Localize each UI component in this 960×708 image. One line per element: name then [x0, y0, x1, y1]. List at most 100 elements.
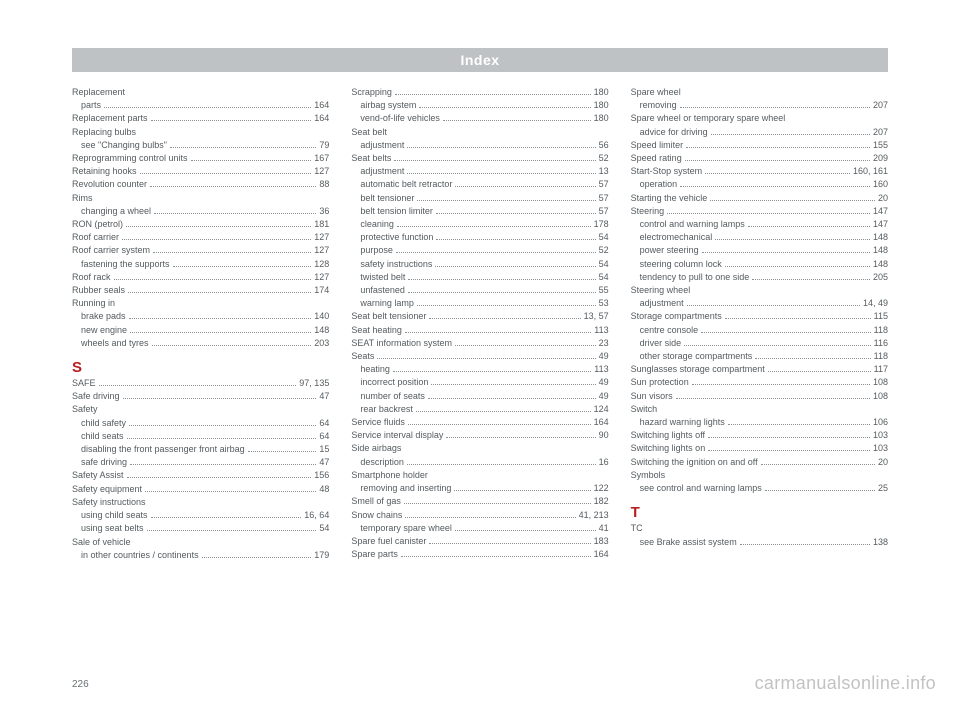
index-entry: Sale of vehicle: [72, 536, 329, 549]
index-entry: cleaning178: [351, 218, 608, 231]
leader-dots: [715, 239, 870, 240]
index-entry-page: 182: [594, 495, 609, 508]
index-entry-page: 164: [594, 416, 609, 429]
index-entry-label: SAFE: [72, 377, 96, 390]
leader-dots: [114, 279, 312, 280]
leader-dots: [429, 543, 590, 544]
index-entry-label: Start-Stop system: [631, 165, 703, 178]
index-entry: Spare parts164: [351, 548, 608, 561]
leader-dots: [708, 437, 870, 438]
index-entry: warning lamp53: [351, 297, 608, 310]
index-entry-label: safe driving: [81, 456, 127, 469]
index-entry-label: Roof rack: [72, 271, 111, 284]
index-entry-label: Sale of vehicle: [72, 536, 131, 549]
index-entry: Revolution counter88: [72, 178, 329, 191]
index-entry-page: 174: [314, 284, 329, 297]
index-entry: control and warning lamps147: [631, 218, 888, 231]
index-entry-label: brake pads: [81, 310, 126, 323]
index-entry-page: 127: [314, 244, 329, 257]
index-entry: Replacement: [72, 86, 329, 99]
index-entry: Roof rack127: [72, 271, 329, 284]
leader-dots: [692, 384, 870, 385]
index-entry-label: Spare parts: [351, 548, 398, 561]
index-entry-page: 203: [314, 337, 329, 350]
index-entry: Safety Assist156: [72, 469, 329, 482]
leader-dots: [151, 120, 312, 121]
leader-dots: [740, 544, 870, 545]
index-entry: power steering148: [631, 244, 888, 257]
index-entry: Storage compartments115: [631, 310, 888, 323]
index-entry-page: 117: [874, 363, 888, 376]
index-entry-page: 36: [319, 205, 329, 218]
index-entry-page: 52: [599, 152, 609, 165]
index-entry-label: removing and inserting: [360, 482, 451, 495]
leader-dots: [395, 94, 591, 95]
leader-dots: [676, 398, 870, 399]
index-entry-label: other storage compartments: [640, 350, 753, 363]
index-entry-page: 13: [599, 165, 609, 178]
index-entry-label: Seats: [351, 350, 374, 363]
index-entry: steering column lock148: [631, 258, 888, 271]
index-entry: Steering 147: [631, 205, 888, 218]
index-entry-label: vend-of-life vehicles: [360, 112, 440, 125]
index-entry-label: see control and warning lamps: [640, 482, 762, 495]
index-entry-page: 103: [873, 429, 888, 442]
index-entry: Rims: [72, 192, 329, 205]
index-entry-label: Switching lights on: [631, 442, 706, 455]
index-entry-label: child seats: [81, 430, 124, 443]
index-entry-page: 147: [873, 205, 888, 218]
leader-dots: [431, 384, 595, 385]
index-entry-page: 115: [874, 310, 888, 323]
index-entry-label: Retaining hooks: [72, 165, 137, 178]
index-entry: Smell of gas182: [351, 495, 608, 508]
index-entry: other storage compartments118: [631, 350, 888, 363]
index-entry-label: cleaning: [360, 218, 394, 231]
leader-dots: [417, 200, 595, 201]
leader-dots: [191, 160, 312, 161]
index-entry-page: 52: [599, 244, 609, 257]
index-entry-label: using seat belts: [81, 522, 144, 535]
index-entry: Seat belt: [351, 126, 608, 139]
index-entry-label: control and warning lamps: [640, 218, 745, 231]
leader-dots: [417, 305, 596, 306]
index-entry-label: Reprogramming control units: [72, 152, 188, 165]
leader-dots: [145, 491, 316, 492]
index-entry-page: 41: [599, 522, 609, 535]
index-entry-label: incorrect position: [360, 376, 428, 389]
leader-dots: [705, 173, 850, 174]
index-entry-page: 41, 213: [579, 509, 609, 522]
index-entry-label: Safety: [72, 403, 98, 416]
index-entry-page: 15: [319, 443, 329, 456]
index-entry-page: 57: [599, 178, 609, 191]
index-entry-page: 49: [599, 390, 609, 403]
leader-dots: [765, 490, 875, 491]
index-entry-label: twisted belt: [360, 271, 405, 284]
index-entry-label: hazard warning lights: [640, 416, 725, 429]
index-entry: Spare fuel canister183: [351, 535, 608, 548]
index-entry-label: advice for driving: [640, 126, 708, 139]
index-entry-label: Replacement parts: [72, 112, 148, 125]
index-entry-label: Safety instructions: [72, 496, 146, 509]
page: Index Replacementparts164Replacement par…: [0, 0, 960, 708]
index-entry-page: 103: [873, 442, 888, 455]
index-entry-page: 23: [599, 337, 609, 350]
leader-dots: [680, 107, 870, 108]
index-entry-label: adjustment: [360, 165, 404, 178]
leader-dots: [443, 120, 591, 121]
leader-dots: [686, 147, 870, 148]
index-entry-label: new engine: [81, 324, 127, 337]
leader-dots: [122, 239, 311, 240]
leader-dots: [748, 226, 870, 227]
index-entry-label: Roof carrier system: [72, 244, 150, 257]
index-entry-label: automatic belt retractor: [360, 178, 452, 191]
index-entry: tendency to pull to one side205: [631, 271, 888, 284]
index-entry: automatic belt retractor 57: [351, 178, 608, 191]
index-entry-label: unfastened: [360, 284, 405, 297]
index-entry-label: Switching lights off: [631, 429, 705, 442]
leader-dots: [126, 226, 311, 227]
index-entry: Switching lights on 103: [631, 442, 888, 455]
index-entry: Switching lights off 103: [631, 429, 888, 442]
index-entry-label: Steering: [631, 205, 665, 218]
index-entry-page: 108: [873, 376, 888, 389]
index-entry-page: 53: [599, 297, 609, 310]
